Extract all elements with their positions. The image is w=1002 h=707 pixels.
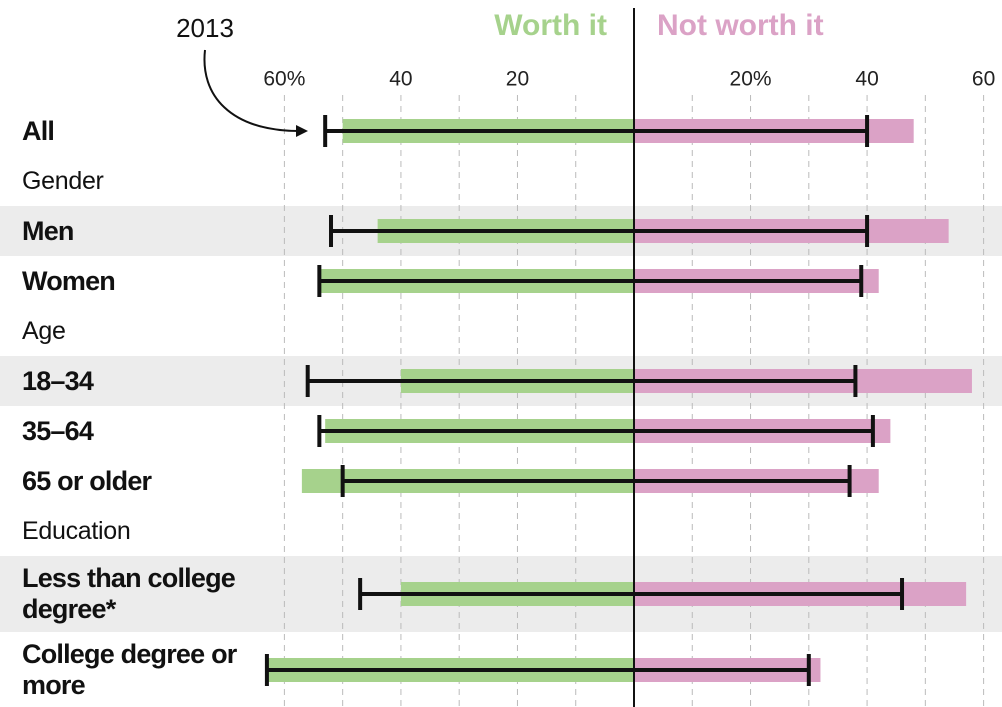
marker-2013 (634, 578, 905, 610)
row-label: Less than college degree* (22, 563, 236, 624)
marker-2013 (634, 465, 852, 497)
marks (264, 115, 972, 686)
row-label: 65 or older (22, 465, 152, 496)
row-label: College degree or more (22, 639, 237, 700)
marker-2013 (358, 578, 634, 610)
marker-2013 (634, 215, 870, 247)
marker-2013 (317, 265, 634, 297)
group-label: Age (22, 316, 66, 345)
marker-2013 (340, 465, 634, 497)
row-label: 35–64 (22, 415, 94, 446)
marker-2013 (634, 365, 858, 397)
row-label: Women (22, 265, 116, 296)
x-tick-label: 60% (263, 68, 305, 91)
group-label: Education (22, 516, 131, 545)
marker-2013 (317, 415, 634, 447)
legend-entry: Not worth it (657, 9, 824, 42)
annotation: 2013 (176, 13, 234, 43)
row-label: Men (22, 215, 74, 246)
marker-2013 (634, 654, 811, 686)
marker-2013 (634, 115, 870, 147)
x-tick-label: 40 (389, 68, 412, 91)
marker-2013 (329, 215, 634, 247)
marker-2013 (634, 415, 875, 447)
x-tick-label: 60 (972, 68, 995, 91)
row-label: All (22, 115, 55, 146)
arrow-head (296, 125, 308, 137)
row-label: 18–34 (22, 365, 94, 396)
group-label: Gender (22, 166, 104, 195)
marker-2013 (264, 654, 634, 686)
marker-2013 (323, 115, 634, 147)
legend-entry: Worth it (494, 9, 607, 42)
x-tick-label: 20% (730, 68, 772, 91)
marker-2013 (305, 365, 634, 397)
marker-2013 (634, 265, 864, 297)
x-tick-label: 20 (506, 68, 529, 91)
x-tick-label: 40 (855, 68, 878, 91)
annotation-arrow (203, 49, 301, 132)
